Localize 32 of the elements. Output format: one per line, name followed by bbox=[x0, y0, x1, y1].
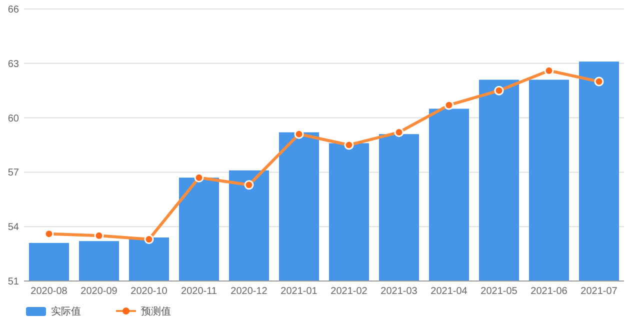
x-tick-label: 2021-02 bbox=[330, 286, 368, 297]
y-tick-label: 63 bbox=[8, 58, 20, 70]
y-tick-label: 57 bbox=[8, 168, 20, 179]
point bbox=[594, 76, 604, 86]
x-tick-label: 2021-06 bbox=[530, 286, 568, 297]
y-tick-label: 54 bbox=[8, 222, 20, 234]
x-tick-label: 2020-08 bbox=[30, 286, 68, 297]
legend-label: 预测值 bbox=[141, 306, 171, 318]
x-tick-label: 2020-10 bbox=[130, 286, 168, 297]
point bbox=[194, 172, 204, 182]
point bbox=[44, 229, 54, 239]
point bbox=[494, 86, 504, 96]
x-tick-label: 2021-04 bbox=[430, 286, 468, 297]
y-tick-label: 66 bbox=[8, 4, 20, 16]
point bbox=[394, 128, 404, 138]
y-tick-label: 51 bbox=[8, 276, 20, 288]
x-tick-label: 2020-09 bbox=[80, 286, 118, 297]
point bbox=[294, 129, 304, 139]
y-tick-label: 60 bbox=[8, 113, 20, 124]
x-tick-label: 2021-05 bbox=[480, 286, 518, 297]
point bbox=[94, 230, 104, 240]
x-tick-label: 2021-01 bbox=[280, 286, 318, 297]
point bbox=[244, 180, 254, 190]
x-tick-label: 2020-11 bbox=[181, 286, 218, 297]
point bbox=[344, 140, 354, 150]
x-tick-label: 2021-03 bbox=[380, 286, 418, 297]
point bbox=[144, 234, 154, 244]
point bbox=[544, 66, 554, 76]
legend-label: 实际值 bbox=[51, 306, 81, 318]
point bbox=[444, 100, 454, 110]
x-tick-label: 2021-07 bbox=[580, 286, 618, 297]
x-tick-label: 2020-12 bbox=[230, 286, 268, 297]
